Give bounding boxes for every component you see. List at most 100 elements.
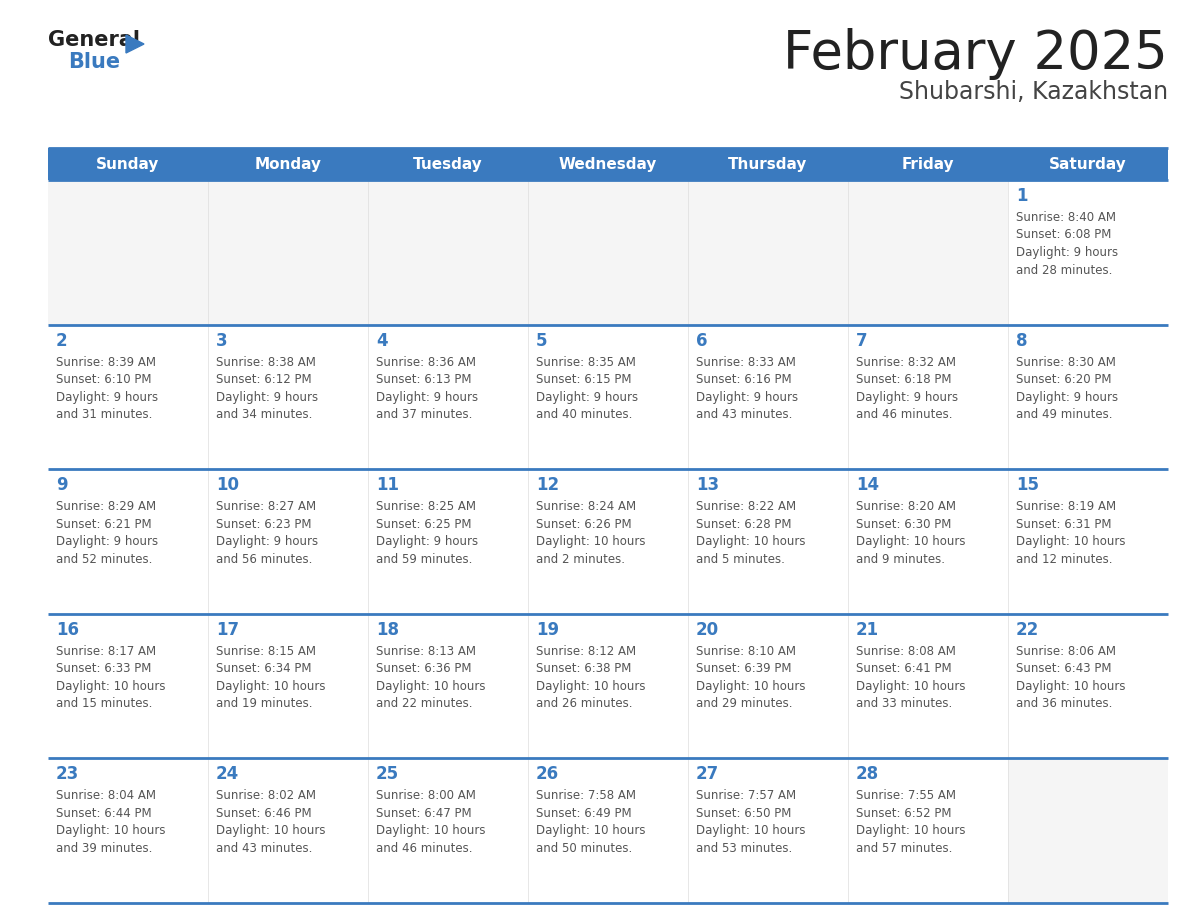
Text: 8: 8 [1016, 331, 1028, 350]
Text: and 57 minutes.: and 57 minutes. [857, 842, 953, 855]
Text: Friday: Friday [902, 156, 954, 172]
Text: and 43 minutes.: and 43 minutes. [696, 409, 792, 421]
Text: Blue: Blue [68, 52, 120, 72]
Text: Sunrise: 8:35 AM: Sunrise: 8:35 AM [536, 355, 636, 369]
Text: Sunrise: 8:17 AM: Sunrise: 8:17 AM [56, 644, 156, 658]
Text: 18: 18 [375, 621, 399, 639]
Text: and 29 minutes.: and 29 minutes. [696, 698, 792, 711]
Bar [48, 180, 208, 325]
Text: Daylight: 10 hours: Daylight: 10 hours [216, 680, 326, 693]
Text: and 31 minutes.: and 31 minutes. [56, 409, 152, 421]
Text: Sunset: 6:20 PM: Sunset: 6:20 PM [1016, 373, 1112, 386]
Text: Sunset: 6:31 PM: Sunset: 6:31 PM [1016, 518, 1112, 531]
Text: Sunset: 6:47 PM: Sunset: 6:47 PM [375, 807, 472, 820]
Text: Sunrise: 8:22 AM: Sunrise: 8:22 AM [696, 500, 796, 513]
Text: Daylight: 9 hours: Daylight: 9 hours [1016, 390, 1118, 404]
Text: 10: 10 [216, 476, 239, 494]
Text: Daylight: 9 hours: Daylight: 9 hours [696, 390, 798, 404]
Text: 28: 28 [857, 766, 879, 783]
Text: Sunrise: 7:58 AM: Sunrise: 7:58 AM [536, 789, 636, 802]
Text: and 37 minutes.: and 37 minutes. [375, 409, 473, 421]
Text: Sunset: 6:38 PM: Sunset: 6:38 PM [536, 662, 631, 676]
Text: Sunday: Sunday [96, 156, 159, 172]
Bar [48, 758, 208, 903]
Text: and 39 minutes.: and 39 minutes. [56, 842, 152, 855]
Bar [688, 469, 848, 614]
Text: Daylight: 10 hours: Daylight: 10 hours [857, 535, 966, 548]
Text: Sunset: 6:50 PM: Sunset: 6:50 PM [696, 807, 791, 820]
Text: Sunrise: 8:00 AM: Sunrise: 8:00 AM [375, 789, 476, 802]
Text: Daylight: 10 hours: Daylight: 10 hours [1016, 535, 1125, 548]
Bar [848, 469, 1007, 614]
Text: Daylight: 10 hours: Daylight: 10 hours [375, 824, 486, 837]
Text: Daylight: 9 hours: Daylight: 9 hours [216, 390, 318, 404]
Text: Sunrise: 8:06 AM: Sunrise: 8:06 AM [1016, 644, 1116, 658]
Text: Sunset: 6:30 PM: Sunset: 6:30 PM [857, 518, 952, 531]
Bar [208, 180, 368, 325]
Text: Wednesday: Wednesday [558, 156, 657, 172]
Text: and 19 minutes.: and 19 minutes. [216, 698, 312, 711]
Text: Sunrise: 8:19 AM: Sunrise: 8:19 AM [1016, 500, 1116, 513]
Text: Daylight: 10 hours: Daylight: 10 hours [1016, 680, 1125, 693]
Text: Sunset: 6:52 PM: Sunset: 6:52 PM [857, 807, 952, 820]
Text: Sunset: 6:43 PM: Sunset: 6:43 PM [1016, 662, 1112, 676]
Text: and 28 minutes.: and 28 minutes. [1016, 263, 1112, 276]
Text: Sunrise: 8:24 AM: Sunrise: 8:24 AM [536, 500, 636, 513]
Text: Sunset: 6:23 PM: Sunset: 6:23 PM [216, 518, 311, 531]
Bar [48, 469, 208, 614]
Text: Daylight: 10 hours: Daylight: 10 hours [696, 824, 805, 837]
Text: and 50 minutes.: and 50 minutes. [536, 842, 632, 855]
Bar [1007, 325, 1168, 469]
Bar [848, 758, 1007, 903]
Bar [208, 469, 368, 614]
Bar [848, 325, 1007, 469]
Bar [368, 614, 527, 758]
Text: Sunrise: 8:10 AM: Sunrise: 8:10 AM [696, 644, 796, 658]
Bar [1007, 469, 1168, 614]
Bar [48, 614, 208, 758]
Text: 23: 23 [56, 766, 80, 783]
Text: Sunrise: 8:12 AM: Sunrise: 8:12 AM [536, 644, 636, 658]
Bar [527, 180, 688, 325]
Bar [208, 325, 368, 469]
Text: and 2 minutes.: and 2 minutes. [536, 553, 625, 565]
Bar [208, 758, 368, 903]
Bar [848, 614, 1007, 758]
Bar [48, 325, 208, 469]
Text: Sunset: 6:16 PM: Sunset: 6:16 PM [696, 373, 791, 386]
Text: Daylight: 9 hours: Daylight: 9 hours [375, 535, 478, 548]
Text: Sunrise: 8:39 AM: Sunrise: 8:39 AM [56, 355, 156, 369]
Text: 24: 24 [216, 766, 239, 783]
Text: Sunrise: 8:02 AM: Sunrise: 8:02 AM [216, 789, 316, 802]
Text: Daylight: 10 hours: Daylight: 10 hours [857, 824, 966, 837]
Bar [688, 758, 848, 903]
Text: 2: 2 [56, 331, 68, 350]
Text: Saturday: Saturday [1049, 156, 1127, 172]
Text: Sunset: 6:41 PM: Sunset: 6:41 PM [857, 662, 952, 676]
Text: Sunrise: 8:04 AM: Sunrise: 8:04 AM [56, 789, 156, 802]
Text: 21: 21 [857, 621, 879, 639]
Text: Daylight: 10 hours: Daylight: 10 hours [536, 680, 645, 693]
Bar [1007, 758, 1168, 903]
Text: Monday: Monday [254, 156, 322, 172]
Text: 15: 15 [1016, 476, 1040, 494]
Text: Sunset: 6:46 PM: Sunset: 6:46 PM [216, 807, 311, 820]
Text: and 33 minutes.: and 33 minutes. [857, 698, 953, 711]
Text: Sunset: 6:34 PM: Sunset: 6:34 PM [216, 662, 311, 676]
Text: and 5 minutes.: and 5 minutes. [696, 553, 785, 565]
Text: Sunset: 6:26 PM: Sunset: 6:26 PM [536, 518, 632, 531]
Text: and 36 minutes.: and 36 minutes. [1016, 698, 1112, 711]
Bar [368, 469, 527, 614]
Text: Sunrise: 8:15 AM: Sunrise: 8:15 AM [216, 644, 316, 658]
Text: Daylight: 10 hours: Daylight: 10 hours [56, 824, 165, 837]
Text: 27: 27 [696, 766, 719, 783]
Text: 9: 9 [56, 476, 68, 494]
Text: and 40 minutes.: and 40 minutes. [536, 409, 632, 421]
Text: 26: 26 [536, 766, 560, 783]
Bar [527, 614, 688, 758]
Text: Shubarshi, Kazakhstan: Shubarshi, Kazakhstan [899, 80, 1168, 104]
Bar [688, 180, 848, 325]
Text: 4: 4 [375, 331, 387, 350]
Polygon shape [126, 35, 144, 53]
Text: Sunrise: 8:20 AM: Sunrise: 8:20 AM [857, 500, 956, 513]
